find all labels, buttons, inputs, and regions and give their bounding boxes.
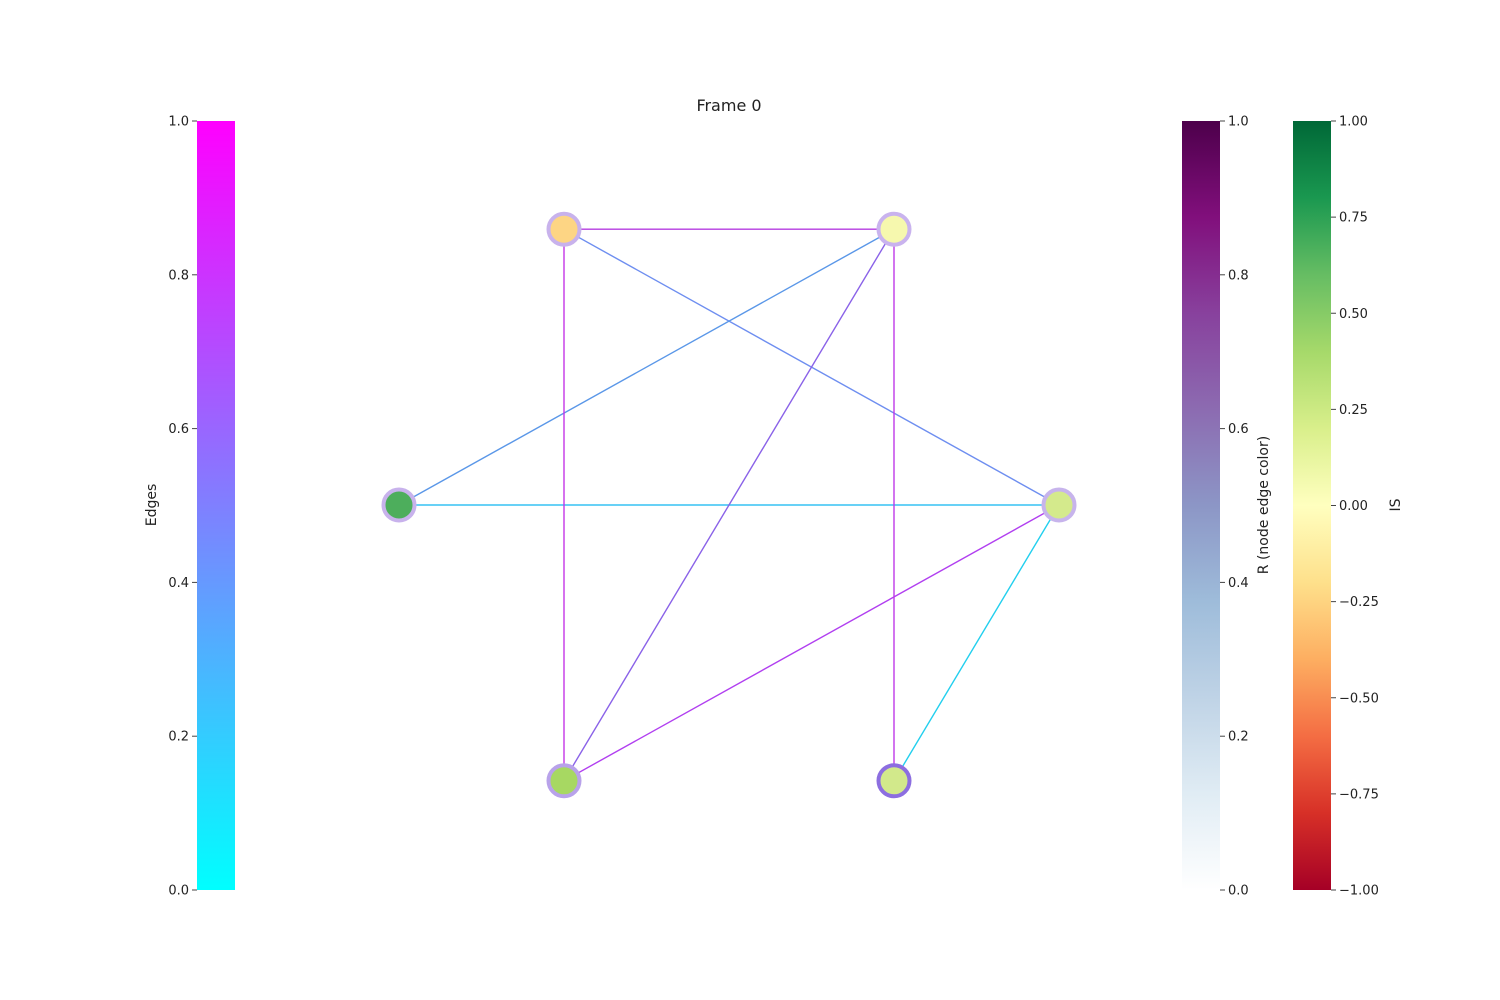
node-layer bbox=[381, 211, 1077, 799]
colorbar-tick-label: 0.2 bbox=[168, 730, 189, 745]
figure-title: Frame 0 bbox=[696, 96, 761, 115]
colorbar-tick-label: 0.6 bbox=[168, 422, 189, 437]
graph-node bbox=[546, 763, 582, 799]
is-colorbar-label: IS bbox=[1388, 498, 1404, 511]
edges-colorbar-strip bbox=[197, 121, 235, 890]
graph-edge bbox=[563, 228, 895, 782]
colorbar-tick-label: 0.4 bbox=[168, 576, 189, 591]
colorbar-tick-label: −0.50 bbox=[1339, 691, 1379, 706]
r-colorbar-strip bbox=[1182, 121, 1220, 890]
colorbar-tick-label: 0.6 bbox=[1228, 422, 1249, 437]
graph-edge bbox=[563, 504, 1060, 782]
graph-edge bbox=[398, 228, 895, 506]
is-colorbar-ticks: −1.00 −0.75 −0.50 −0.25 0.00 0.25 0.50 0.75 1.00 bbox=[1331, 115, 1379, 899]
graph-node bbox=[876, 763, 912, 799]
r-colorbar-ticks: 0.0 0.2 0.4 0.6 0.8 1.0 bbox=[1220, 115, 1249, 899]
graph-node bbox=[546, 211, 582, 247]
colorbar-tick-label: −0.25 bbox=[1339, 595, 1379, 610]
colorbar-tick-label: 1.0 bbox=[168, 115, 189, 130]
graph-node bbox=[876, 211, 912, 247]
colorbar-tick-label: 1.0 bbox=[1228, 115, 1249, 130]
colorbar-tick-label: 0.8 bbox=[1228, 268, 1249, 283]
colorbar-tick-label: 0.00 bbox=[1339, 499, 1368, 514]
colorbar-tick-label: 0.8 bbox=[168, 268, 189, 283]
colorbar-tick-label: 1.00 bbox=[1339, 115, 1368, 130]
graph-node bbox=[381, 487, 417, 523]
colorbar-tick-label: −1.00 bbox=[1339, 884, 1379, 899]
graph-node bbox=[1041, 487, 1077, 523]
colorbar-tick-label: 0.50 bbox=[1339, 307, 1368, 322]
colorbar-tick-label: 0.4 bbox=[1228, 576, 1249, 591]
colorbar-tick-label: −0.75 bbox=[1339, 787, 1379, 802]
network-graph bbox=[381, 211, 1077, 799]
is-colorbar-strip bbox=[1293, 121, 1331, 890]
colorbar-tick-label: 0.2 bbox=[1228, 730, 1249, 745]
r-colorbar-label: R (node edge color) bbox=[1256, 436, 1272, 574]
edge-layer bbox=[398, 228, 1060, 782]
colorbar-tick-label: 0.0 bbox=[168, 884, 189, 899]
edges-colorbar-ticks: 0.0 0.2 0.4 0.6 0.8 1.0 bbox=[168, 115, 197, 899]
colorbar-tick-label: 0.0 bbox=[1228, 884, 1249, 899]
edges-colorbar-label: Edges bbox=[144, 484, 160, 527]
graph-edge bbox=[893, 504, 1060, 782]
colorbar-tick-label: 0.25 bbox=[1339, 403, 1368, 418]
colorbar-tick-label: 0.75 bbox=[1339, 211, 1368, 226]
r-colorbar: 0.0 0.2 0.4 0.6 0.8 1.0 R (node edge color) bbox=[1182, 115, 1272, 899]
edges-colorbar: 0.0 0.2 0.4 0.6 0.8 1.0 Edges bbox=[144, 115, 235, 899]
is-colorbar: −1.00 −0.75 −0.50 −0.25 0.00 0.25 0.50 0.75 1.00… bbox=[1293, 115, 1404, 899]
